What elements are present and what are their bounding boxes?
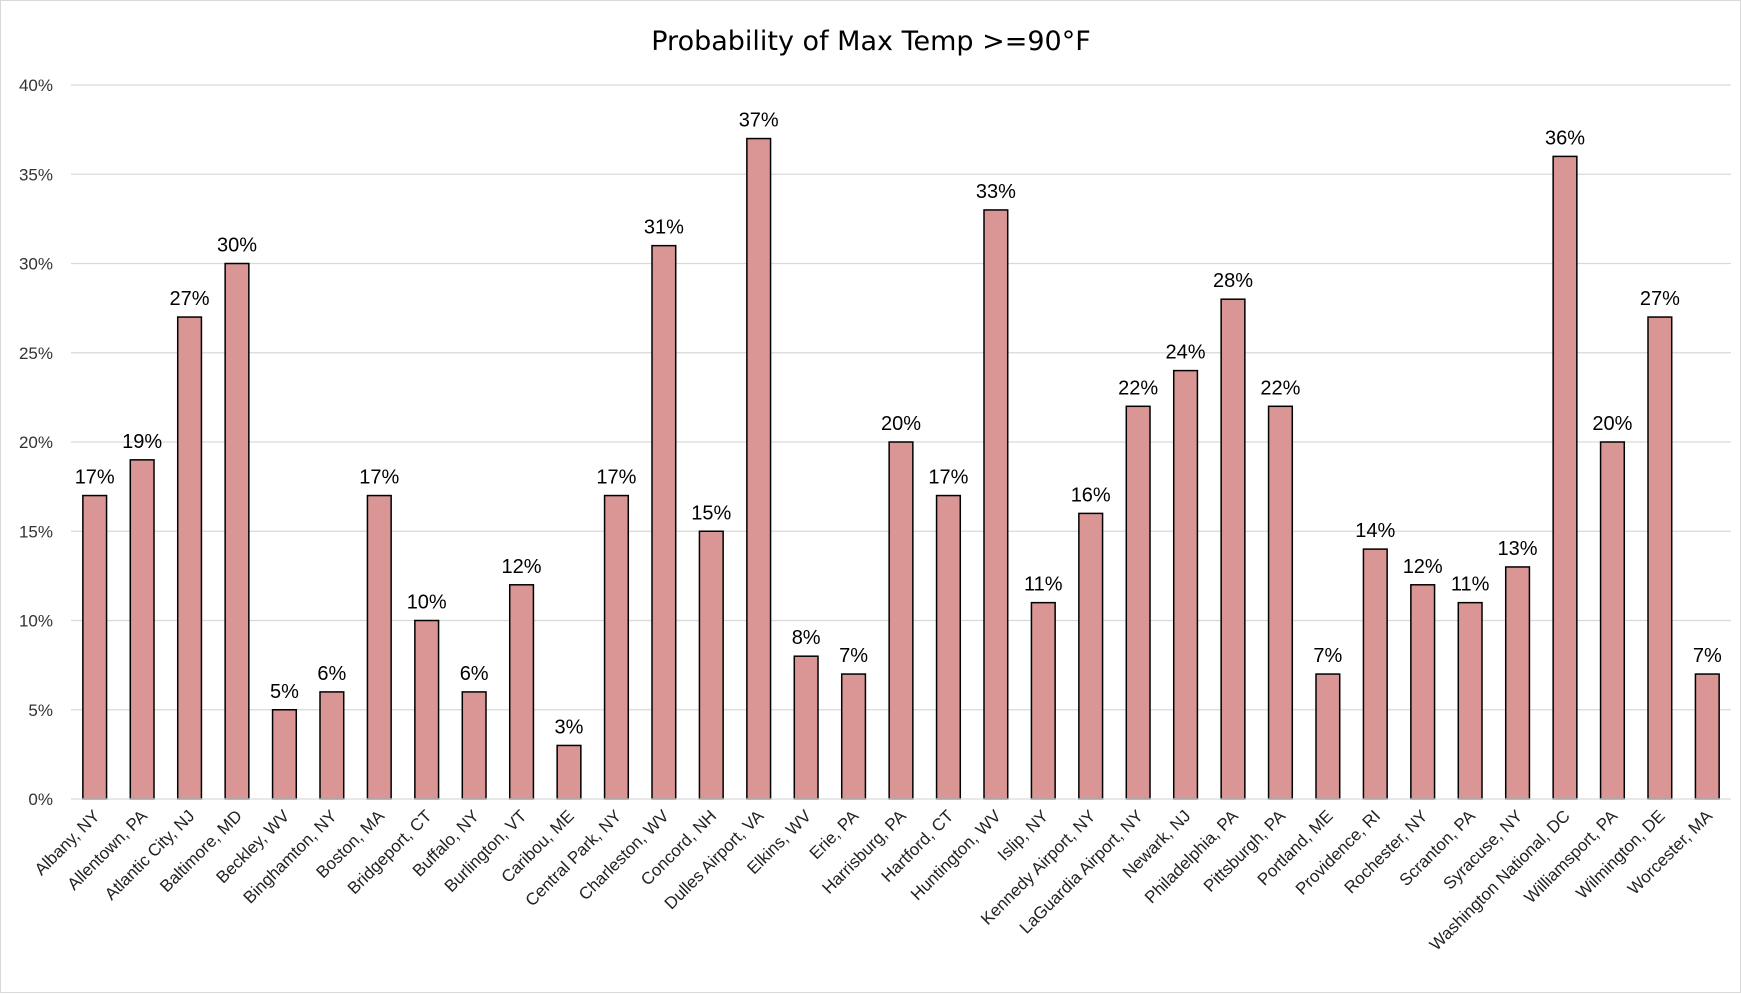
x-tick-label: Bridgeport, CT <box>344 806 436 898</box>
bar <box>1504 566 1531 800</box>
bar <box>1220 298 1246 800</box>
data-label: 11% <box>1024 574 1063 596</box>
bar <box>82 494 108 800</box>
bar <box>1694 673 1720 800</box>
bar <box>935 494 962 800</box>
data-label: 37% <box>739 110 779 132</box>
data-label: 17% <box>928 467 968 489</box>
bar <box>1599 441 1626 800</box>
bar <box>1267 405 1294 800</box>
bar <box>366 494 392 800</box>
x-tick-label: Rochester, NY <box>1341 806 1432 897</box>
data-label: 7% <box>1693 645 1722 667</box>
y-tick-label: 20% <box>19 433 53 452</box>
data-label: 20% <box>881 413 921 435</box>
x-tick-label: Burlington, VT <box>441 806 531 896</box>
data-label: 10% <box>407 592 447 614</box>
data-label: 31% <box>644 217 684 239</box>
y-tick-label: 35% <box>19 165 53 184</box>
bar <box>319 691 345 800</box>
bar <box>698 530 724 800</box>
bar <box>1315 673 1341 800</box>
bar <box>1410 584 1436 800</box>
data-label: 7% <box>839 645 868 667</box>
y-tick-label: 40% <box>19 76 53 95</box>
data-label: 7% <box>1313 645 1342 667</box>
data-label: 24% <box>1166 342 1206 364</box>
data-label: 17% <box>75 467 115 489</box>
data-label: 6% <box>317 663 346 685</box>
bars <box>82 137 1720 800</box>
bar <box>508 584 535 800</box>
y-tick-label: 0% <box>28 790 53 809</box>
data-label: 12% <box>1403 556 1443 578</box>
data-label: 17% <box>359 467 399 489</box>
data-label: 22% <box>1260 377 1300 399</box>
data-label: 6% <box>460 663 489 685</box>
data-label: 5% <box>270 681 299 703</box>
bar <box>556 744 582 800</box>
y-tick-label: 30% <box>19 255 53 274</box>
bar <box>793 655 819 800</box>
bar <box>176 316 203 800</box>
y-tick-label: 15% <box>19 522 53 541</box>
y-axis-ticks: 0% 5% 10% 15% 20% 25% 30% 35% 40% <box>19 76 53 809</box>
data-label: 30% <box>217 235 257 257</box>
bar <box>129 459 155 800</box>
x-tick-label: Providence, RI <box>1292 806 1384 898</box>
bar <box>651 244 677 800</box>
y-tick-label: 10% <box>19 612 53 631</box>
bar <box>1172 369 1199 800</box>
bar <box>1647 316 1673 800</box>
bar <box>840 673 867 800</box>
x-tick-label: Pittsburgh, PA <box>1200 806 1290 896</box>
bar <box>1030 601 1056 800</box>
bar <box>1552 155 1578 800</box>
bar <box>1078 512 1104 800</box>
data-label: 13% <box>1498 538 1538 560</box>
data-label: 12% <box>502 556 542 578</box>
data-label: 11% <box>1451 574 1490 596</box>
bar <box>1362 548 1388 800</box>
data-label: 28% <box>1213 270 1253 292</box>
data-label: 16% <box>1071 484 1111 506</box>
data-label: 8% <box>792 627 821 649</box>
data-label: 20% <box>1592 413 1632 435</box>
data-label: 22% <box>1118 377 1158 399</box>
chart-title: Probability of Max Temp >=90°F <box>651 26 1091 57</box>
x-tick-label: Baltimore, MD <box>156 806 246 896</box>
data-label: 27% <box>1640 288 1680 310</box>
data-label: 17% <box>596 467 636 489</box>
data-label: 3% <box>555 716 584 738</box>
data-label: 15% <box>691 502 731 524</box>
x-tick-label: Harrisburg, PA <box>818 806 910 898</box>
bar <box>271 709 298 800</box>
y-tick-label: 25% <box>19 344 53 363</box>
bar <box>983 209 1009 800</box>
bar <box>1457 601 1483 800</box>
bar <box>414 619 440 800</box>
bar <box>224 262 250 800</box>
data-label: 33% <box>976 181 1016 203</box>
y-tick-label: 5% <box>28 701 53 720</box>
bar <box>1125 405 1151 800</box>
bar <box>888 441 914 800</box>
bar <box>603 494 630 800</box>
bar <box>746 137 772 800</box>
data-label: 19% <box>122 431 162 453</box>
bar <box>461 691 487 800</box>
x-tick-label: Worcester, MA <box>1624 806 1717 899</box>
data-label: 27% <box>170 288 210 310</box>
data-labels: 17% 19% 27% 30% 5% 6% 17% 10% 6% 12% 3% 17% 31% 15% 37… <box>75 110 1722 739</box>
data-label: 36% <box>1545 127 1585 149</box>
data-label: 14% <box>1355 520 1395 542</box>
